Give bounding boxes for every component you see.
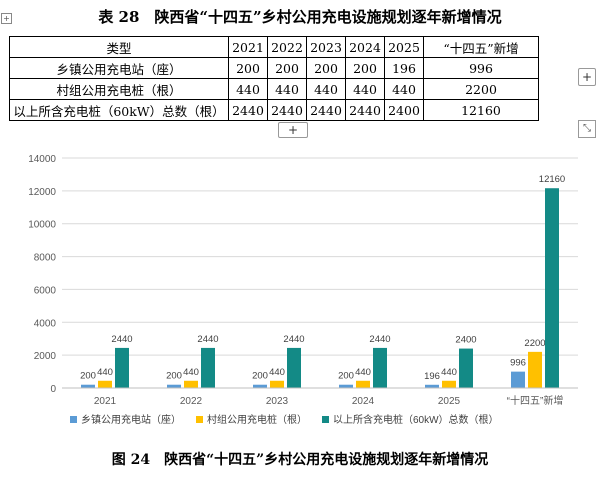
- table-cell: 2440: [345, 99, 385, 121]
- legend-swatch: [70, 416, 77, 423]
- data-label: 440: [355, 367, 371, 378]
- bar: [98, 380, 112, 388]
- data-label: 200: [80, 371, 96, 382]
- header-cell: 2023: [306, 36, 346, 58]
- x-tick-label: 2021: [94, 396, 117, 407]
- x-tick-label: 2022: [180, 396, 203, 407]
- y-tick-label: 14000: [28, 154, 56, 165]
- table-row: 以上所含充电桩（60kW）总数（根） 2440 2440 2440 2440 2…: [9, 99, 539, 121]
- table-cell: 440: [267, 78, 307, 100]
- header-cell: 2022: [267, 36, 307, 58]
- legend-entry: 村组公用充电桩（根）: [207, 413, 307, 426]
- bar: [270, 380, 284, 388]
- legend-entry: 以上所含充电桩（60kW）总数（根）: [333, 413, 499, 426]
- data-label: 440: [183, 367, 199, 378]
- table-cell: 12160: [423, 99, 539, 121]
- bar: [253, 384, 267, 388]
- table-cell: 200: [306, 57, 346, 79]
- y-tick-label: 2000: [34, 351, 57, 362]
- data-label: 440: [269, 367, 285, 378]
- table-cell: 440: [306, 78, 346, 100]
- data-label: 196: [424, 371, 440, 382]
- data-label: 440: [97, 367, 113, 378]
- data-label: 2440: [197, 334, 218, 345]
- table-cell: 2440: [228, 99, 268, 121]
- data-label: 200: [252, 371, 268, 382]
- table-row: 村组公用充电桩（根） 440 440 440 440 440 2200: [9, 78, 539, 100]
- bar: [528, 351, 542, 388]
- add-column-button[interactable]: +: [578, 68, 596, 86]
- bar: [167, 384, 181, 388]
- bar: [442, 380, 456, 388]
- bar: [201, 347, 215, 388]
- data-label: 12160: [539, 174, 565, 185]
- data-label: 440: [441, 367, 457, 378]
- bar: [115, 347, 129, 388]
- plan-table: 类型 2021 2022 2023 2024 2025 “十四五”新增 乡镇公用…: [9, 36, 539, 121]
- y-tick-label: 0: [50, 384, 56, 395]
- table-cell: 2200: [423, 78, 539, 100]
- legend-swatch: [322, 416, 329, 423]
- header-cell: 2021: [228, 36, 268, 58]
- add-row-button[interactable]: +: [278, 122, 308, 138]
- x-tick-label: 2024: [352, 396, 375, 407]
- bar: [425, 384, 439, 388]
- table-cell: 200: [267, 57, 307, 79]
- bar: [459, 348, 473, 388]
- table-cell: 996: [423, 57, 539, 79]
- x-tick-label: 2025: [438, 396, 461, 407]
- header-cell: “十四五”新增: [423, 36, 539, 58]
- x-tick-label: “十四五”新增: [507, 394, 564, 407]
- y-tick-label: 12000: [28, 187, 56, 198]
- table-cell: 以上所含充电桩（60kW）总数（根）: [9, 99, 229, 121]
- table-cell: 440: [345, 78, 385, 100]
- table-cell: 2440: [267, 99, 307, 121]
- data-label: 2200: [524, 338, 545, 349]
- y-tick-label: 4000: [34, 318, 57, 329]
- x-tick-label: 2023: [266, 396, 289, 407]
- legend-swatch: [196, 416, 203, 423]
- bar: [184, 380, 198, 388]
- table-resize-handle[interactable]: ⤡: [578, 120, 596, 138]
- bar: [373, 347, 387, 388]
- data-label: 2440: [369, 334, 390, 345]
- data-label: 200: [166, 371, 182, 382]
- table-cell: 440: [228, 78, 268, 100]
- table-cell: 200: [228, 57, 268, 79]
- bar: [339, 384, 353, 388]
- data-label: 2440: [111, 334, 132, 345]
- table-title: 表 28 陕西省“十四五”乡村公用充电设施规划逐年新增情况: [98, 8, 502, 26]
- table-cell: 村组公用充电桩（根）: [9, 78, 229, 100]
- bar: [511, 371, 525, 388]
- bar: [287, 347, 301, 388]
- data-label: 2440: [283, 334, 304, 345]
- table-cell: 200: [345, 57, 385, 79]
- table-move-handle[interactable]: +: [1, 13, 12, 24]
- data-label: 200: [338, 371, 354, 382]
- legend-entry: 乡镇公用充电站（座）: [81, 413, 181, 426]
- data-label: 996: [510, 358, 526, 369]
- bar: [545, 188, 559, 388]
- header-cell: 类型: [9, 36, 229, 58]
- bar: [356, 380, 370, 388]
- table-cell: 乡镇公用充电站（座）: [9, 57, 229, 79]
- table-header-row: 类型 2021 2022 2023 2024 2025 “十四五”新增: [9, 36, 539, 58]
- bar: [81, 384, 95, 388]
- table-row: 乡镇公用充电站（座） 200 200 200 200 196 996: [9, 57, 539, 79]
- table-cell: 2440: [306, 99, 346, 121]
- table-cell: 440: [384, 78, 424, 100]
- y-tick-label: 10000: [28, 220, 56, 231]
- table-cell: 2400: [384, 99, 424, 121]
- data-label: 2400: [455, 335, 476, 346]
- y-tick-label: 6000: [34, 285, 57, 296]
- header-cell: 2024: [345, 36, 385, 58]
- y-tick-label: 8000: [34, 253, 57, 264]
- table-cell: 196: [384, 57, 424, 79]
- figure-caption: 图 24 陕西省“十四五”乡村公用充电设施规划逐年新增情况: [111, 452, 489, 468]
- header-cell: 2025: [384, 36, 424, 58]
